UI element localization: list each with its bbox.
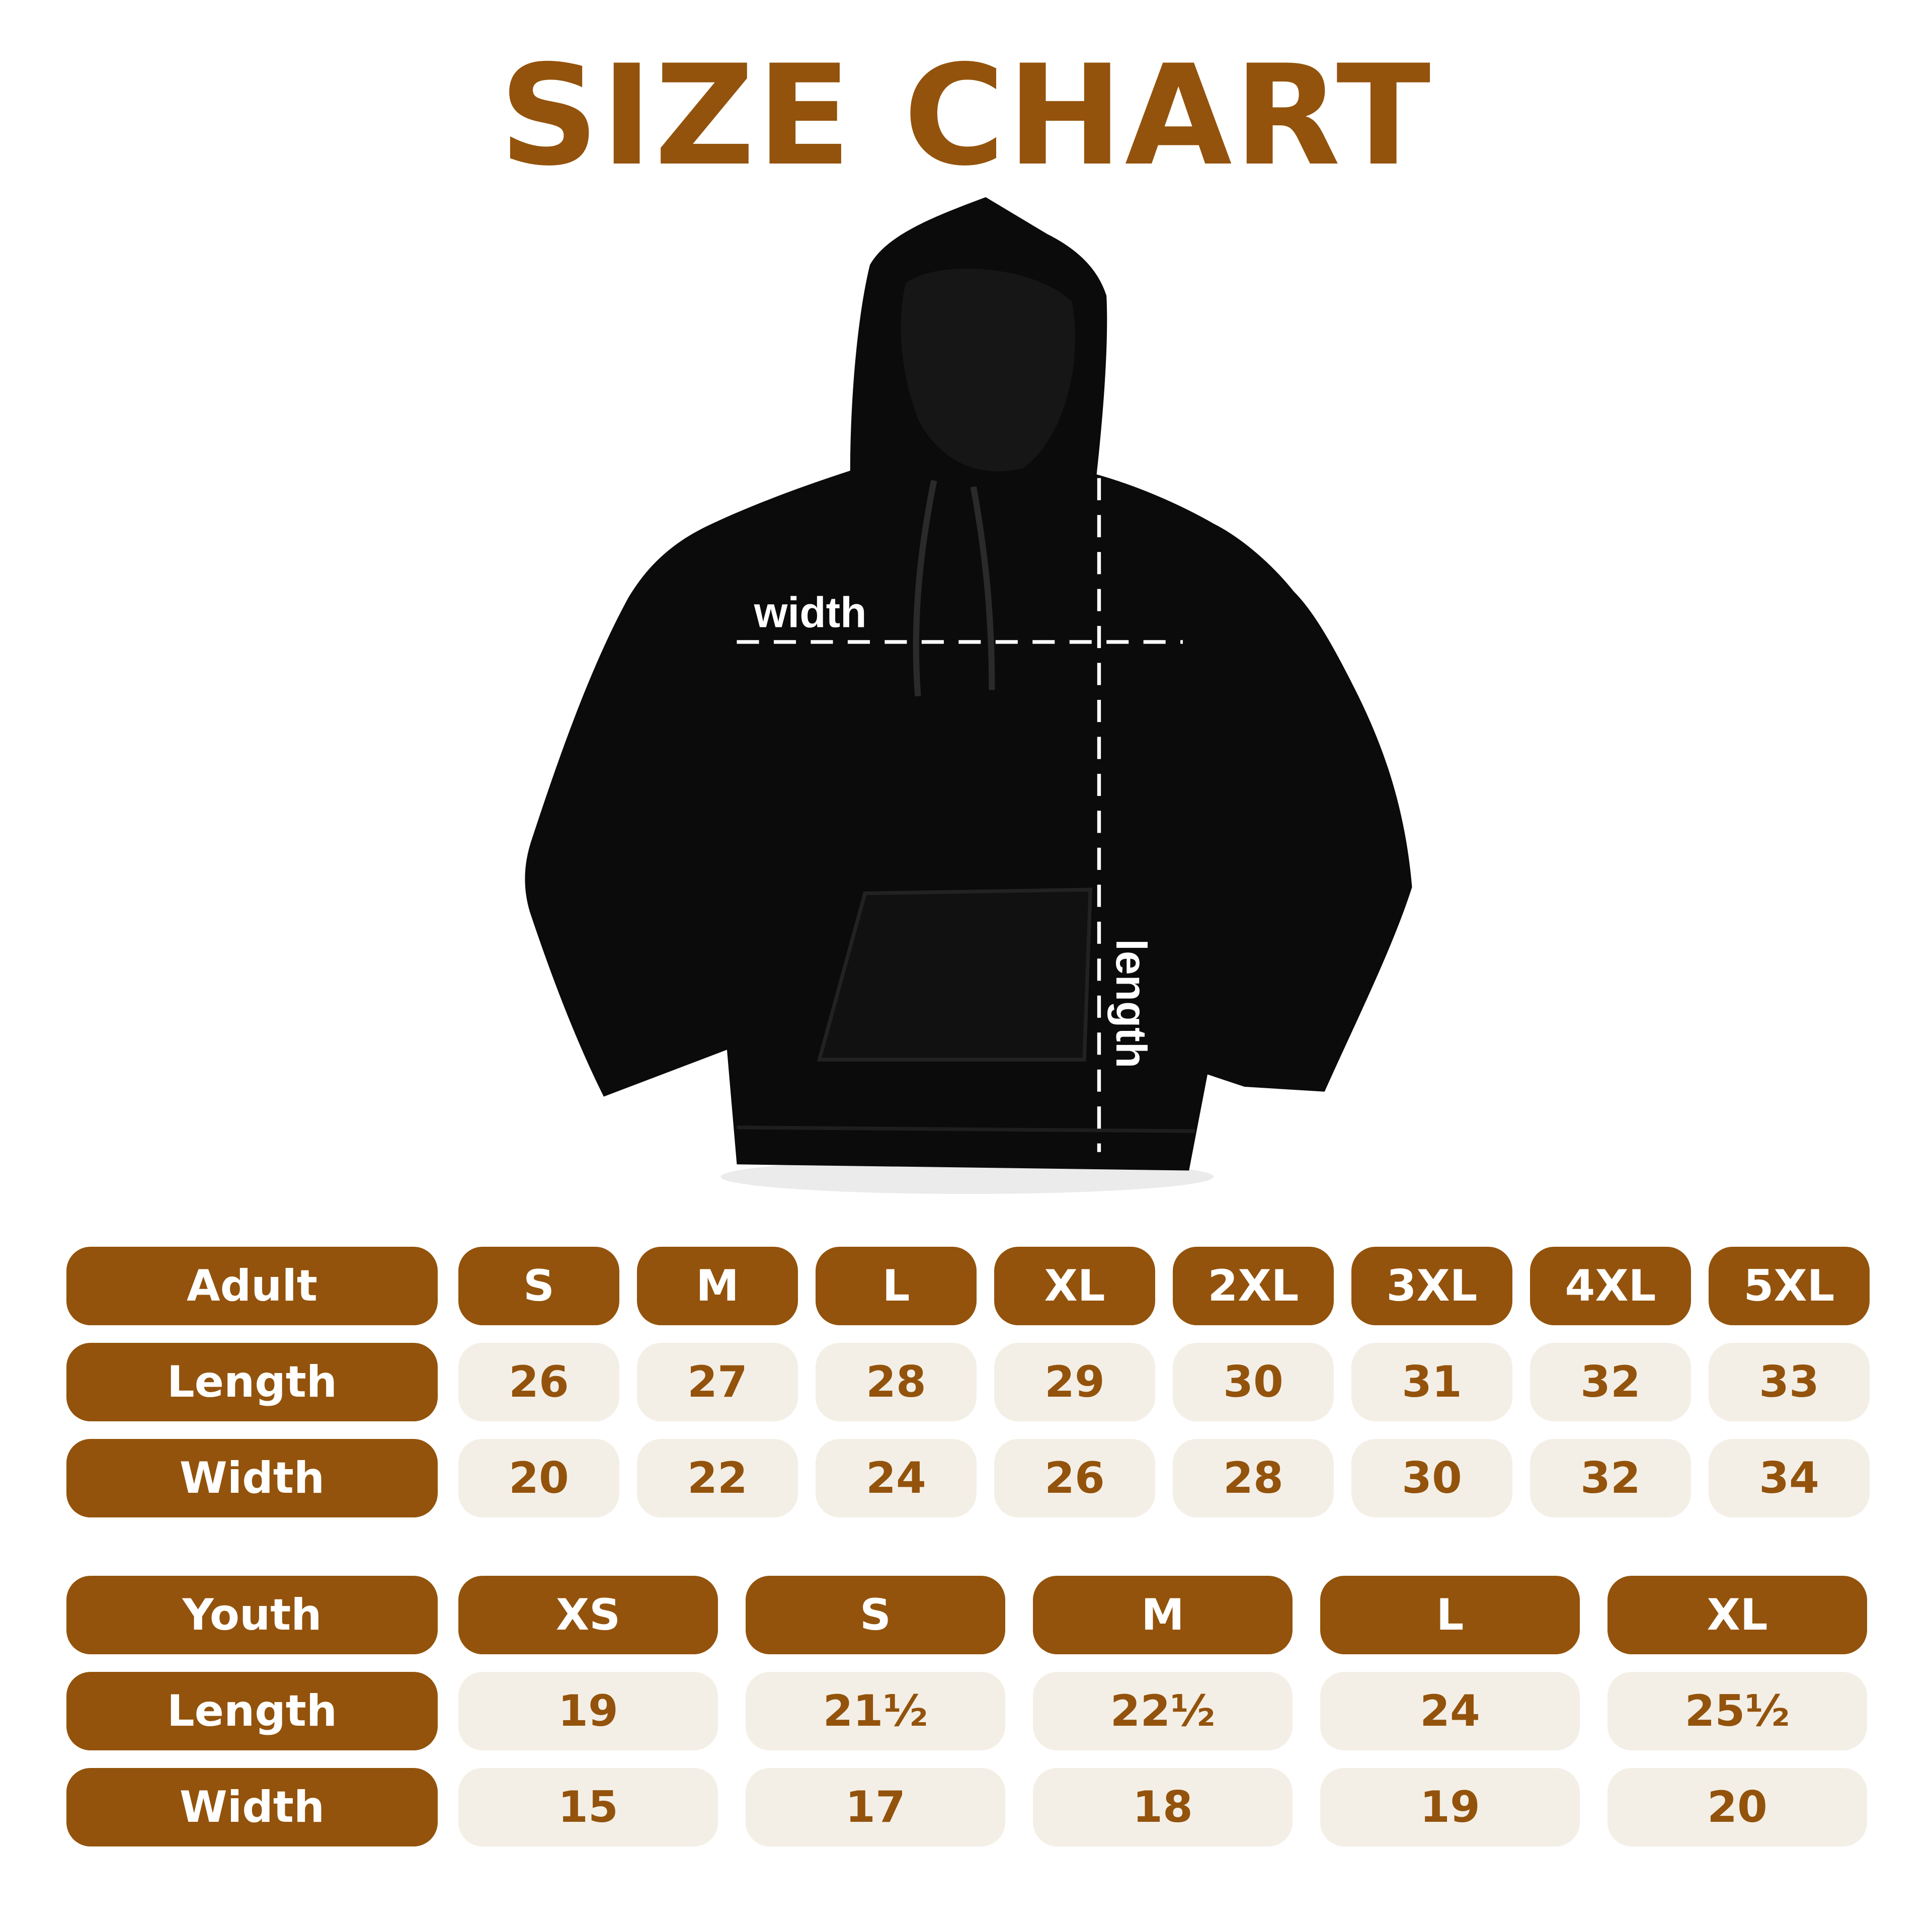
width-label: width bbox=[754, 589, 867, 637]
page-title: SIZE CHART bbox=[499, 35, 1433, 196]
youth-header: Youth bbox=[66, 1576, 438, 1654]
size-value: 29 bbox=[994, 1343, 1155, 1421]
size-value: 26 bbox=[994, 1439, 1155, 1517]
size-value: 25½ bbox=[1607, 1672, 1867, 1750]
length-label: length bbox=[1107, 939, 1155, 1068]
size-value: 21½ bbox=[746, 1672, 1005, 1750]
size-value: 15 bbox=[458, 1768, 718, 1846]
size-header: M bbox=[1033, 1576, 1293, 1654]
size-header: XL bbox=[1607, 1576, 1867, 1654]
size-value: 27 bbox=[637, 1343, 798, 1421]
row-label: Length bbox=[66, 1672, 438, 1750]
hoodie-body bbox=[525, 197, 1412, 1171]
size-header: L bbox=[816, 1247, 977, 1325]
size-header: 3XL bbox=[1351, 1247, 1512, 1325]
size-value: 19 bbox=[458, 1672, 718, 1750]
size-header: XS bbox=[458, 1576, 718, 1654]
size-value: 19 bbox=[1320, 1768, 1580, 1846]
size-value: 20 bbox=[458, 1439, 619, 1517]
size-value: 26 bbox=[458, 1343, 619, 1421]
size-value: 31 bbox=[1351, 1343, 1512, 1421]
size-header: S bbox=[746, 1576, 1005, 1654]
size-header: 4XL bbox=[1530, 1247, 1691, 1325]
size-value: 30 bbox=[1351, 1439, 1512, 1517]
size-value: 28 bbox=[816, 1343, 977, 1421]
size-value: 18 bbox=[1033, 1768, 1293, 1846]
size-value: 22 bbox=[637, 1439, 798, 1517]
size-value: 33 bbox=[1709, 1343, 1870, 1421]
size-value: 24 bbox=[1320, 1672, 1580, 1750]
row-label: Width bbox=[66, 1439, 438, 1517]
size-value: 32 bbox=[1530, 1439, 1691, 1517]
adult-header: Adult bbox=[66, 1247, 438, 1325]
size-header: M bbox=[637, 1247, 798, 1325]
size-value: 34 bbox=[1709, 1439, 1870, 1517]
row-label: Width bbox=[66, 1768, 438, 1846]
size-header: S bbox=[458, 1247, 619, 1325]
size-value: 32 bbox=[1530, 1343, 1691, 1421]
size-header: 2XL bbox=[1173, 1247, 1334, 1325]
size-value: 22½ bbox=[1033, 1672, 1293, 1750]
size-header: 5XL bbox=[1709, 1247, 1870, 1325]
size-header: XL bbox=[994, 1247, 1155, 1325]
size-value: 17 bbox=[746, 1768, 1005, 1846]
size-value: 28 bbox=[1173, 1439, 1334, 1517]
row-label: Length bbox=[66, 1343, 438, 1421]
size-header: L bbox=[1320, 1576, 1580, 1654]
size-value: 20 bbox=[1607, 1768, 1867, 1846]
size-value: 24 bbox=[816, 1439, 977, 1517]
size-value: 30 bbox=[1173, 1343, 1334, 1421]
